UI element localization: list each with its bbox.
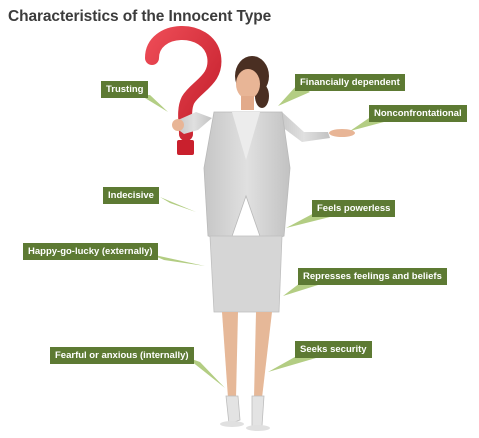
label-fearful-or-anxious: Fearful or anxious (internally) [50,347,194,364]
question-mark-icon [145,26,222,155]
label-nonconfrontational: Nonconfrontational [369,105,467,122]
label-indecisive: Indecisive [103,187,159,204]
label-happy-go-lucky: Happy-go-lucky (externally) [23,243,158,260]
label-represses-feelings: Represses feelings and beliefs [298,268,447,285]
label-feels-powerless: Feels powerless [312,200,396,217]
woman-figure [172,56,355,431]
label-financially-dependent: Financially dependent [295,74,405,91]
label-trusting: Trusting [101,81,149,98]
page-title: Characteristics of the Innocent Type [8,8,272,25]
pointer-happy-go-lucky [150,254,205,266]
pointer-indecisive [160,197,196,212]
pointer-trusting [140,95,168,112]
label-seeks-security: Seeks security [295,341,372,358]
pointer-fearful-or-anxious [186,357,225,388]
